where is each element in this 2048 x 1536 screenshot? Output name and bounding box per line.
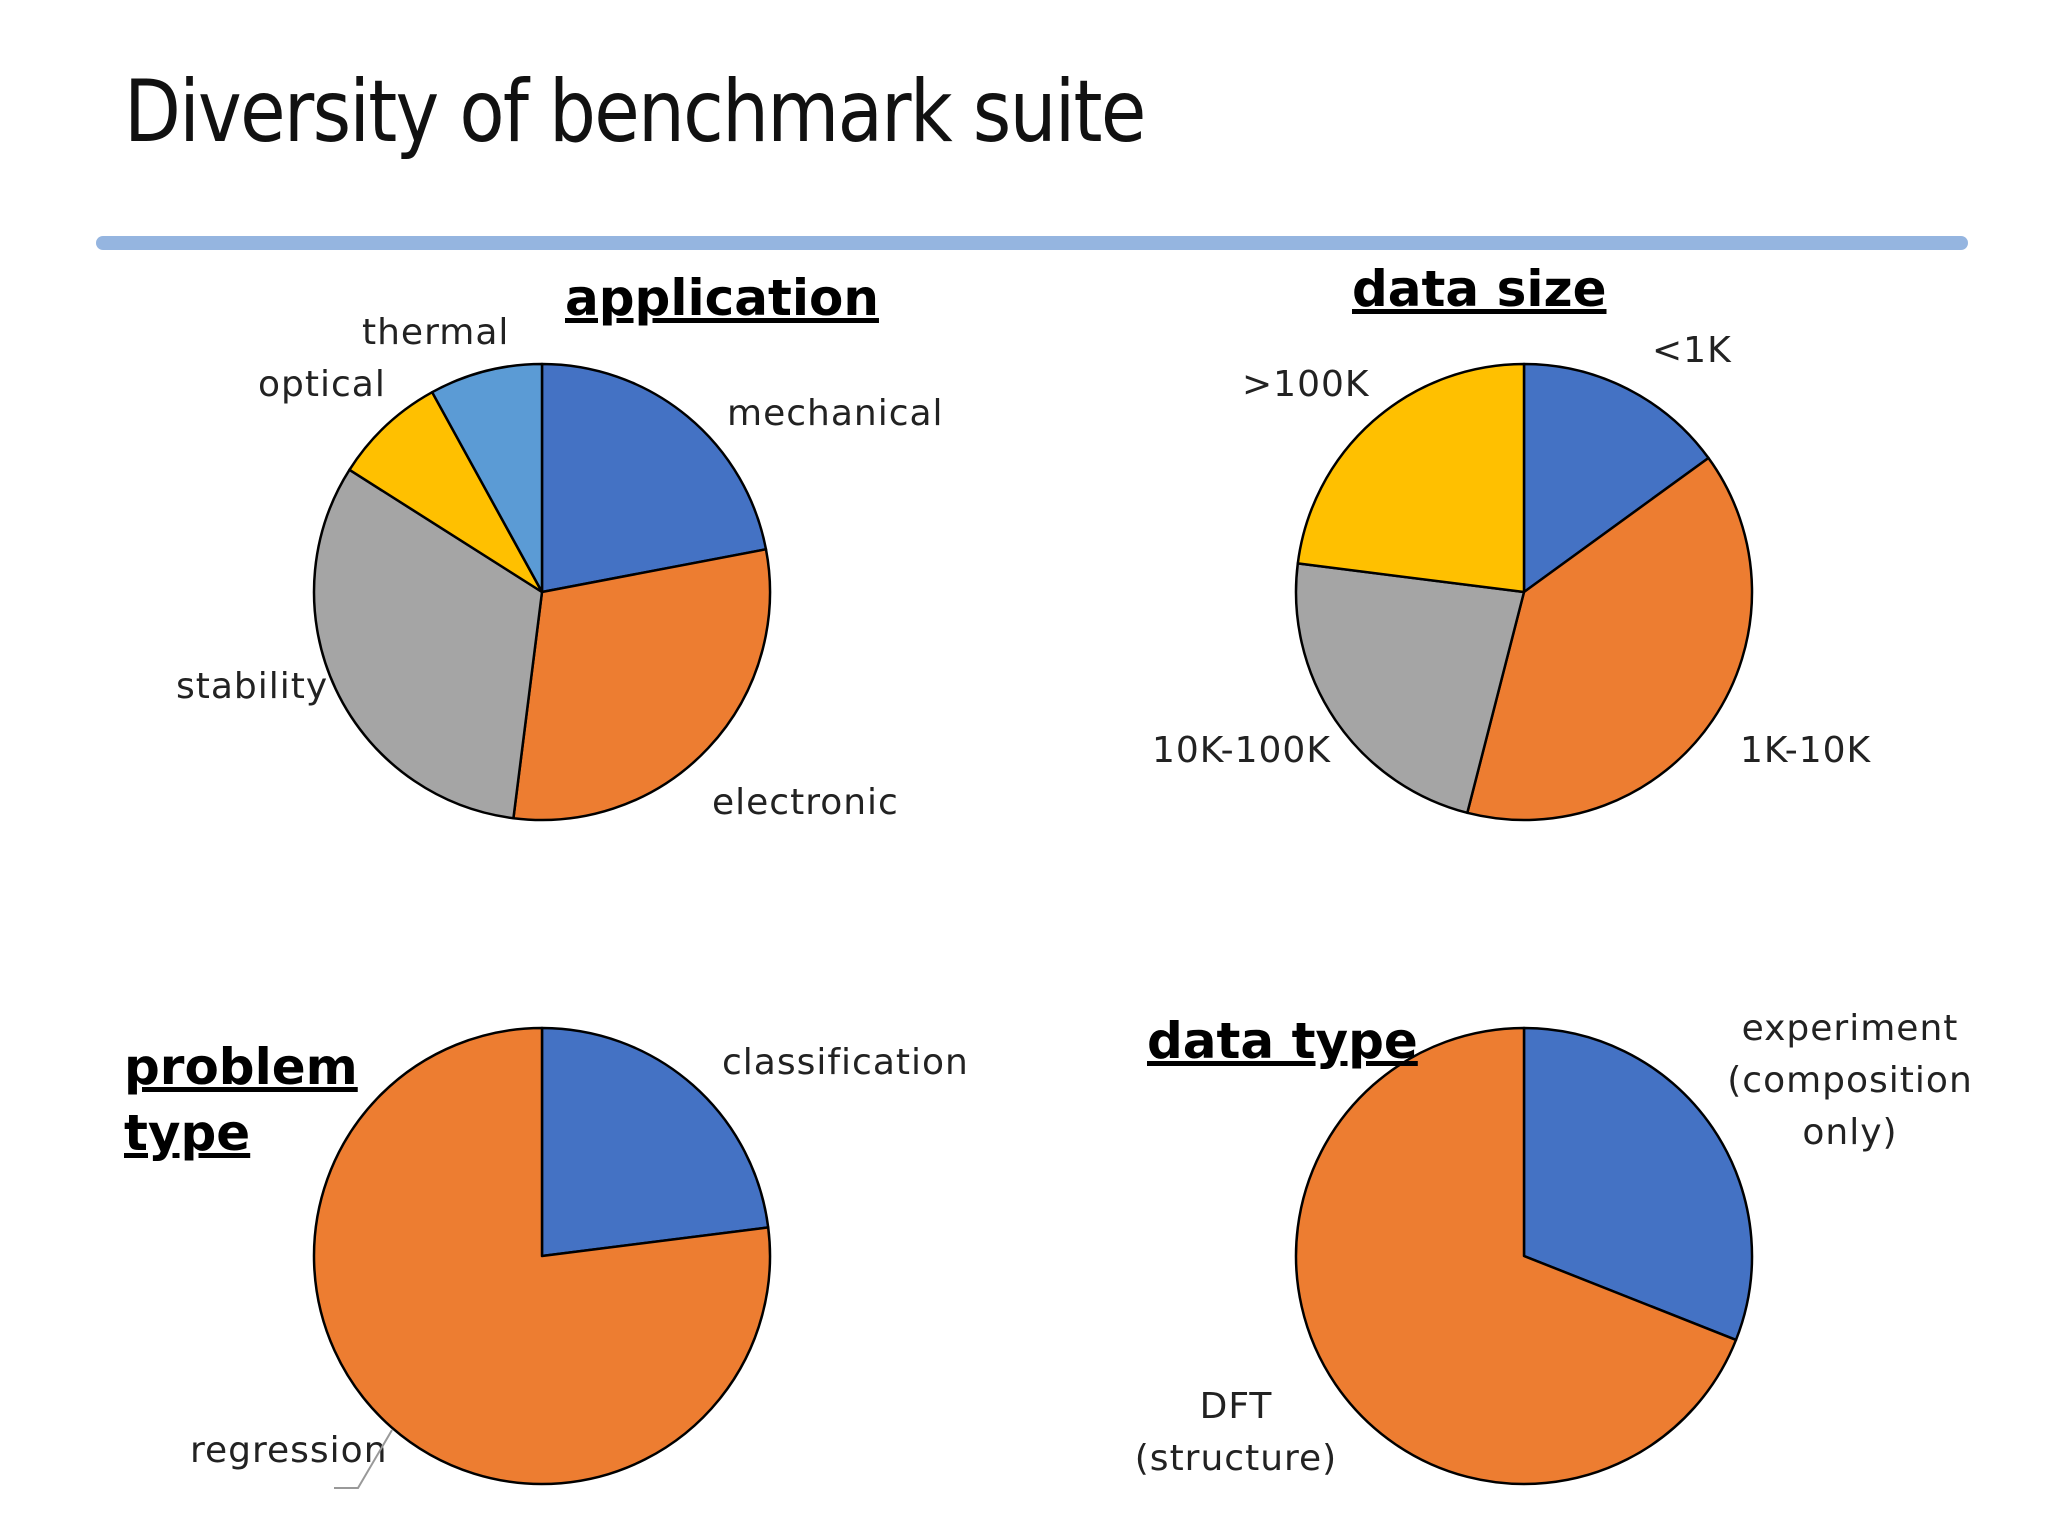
pie-chart-data-type	[1294, 1026, 1754, 1486]
pie-slice-electronic	[512, 548, 772, 822]
slice-label-regression: regression	[190, 1430, 388, 1471]
slice-label-only: only)	[1802, 1112, 1897, 1153]
slice-label-dft: DFT	[1200, 1386, 1273, 1427]
slice-label-lt-1k: <1K	[1652, 330, 1732, 371]
slide-title: Diversity of benchmark suite	[124, 62, 1146, 162]
pie-slice-mechanical	[540, 362, 768, 594]
pie-slice-thermal	[430, 362, 544, 594]
pie-chart-problem-type	[312, 1026, 772, 1486]
slice-label-classification: classification	[722, 1042, 969, 1083]
pie-slice-regression	[312, 1026, 772, 1486]
slice-label-10k-100k: 10K-100K	[1152, 730, 1331, 771]
slice-label-1k-10k: 1K-10K	[1740, 730, 1872, 771]
chart-title-application: application	[565, 269, 879, 327]
pie-slice-experiment	[1522, 1026, 1754, 1342]
pie-slice-1k-10k	[1466, 456, 1754, 822]
pie-slice-dft	[1294, 1026, 1738, 1486]
slice-label-composition: (composition	[1727, 1060, 1973, 1101]
chart-title-type: type	[124, 1104, 250, 1162]
pie-slice-classification	[540, 1026, 770, 1258]
pie-slice-10k-100k	[1294, 562, 1526, 815]
chart-title-problem: problem	[124, 1038, 358, 1096]
slice-label-structure: (structure)	[1135, 1438, 1337, 1479]
regression-leader-line	[334, 1429, 393, 1489]
pie-slice-1k	[1522, 362, 1710, 594]
slice-label-optical: optical	[258, 364, 386, 405]
chart-title-data-size: data size	[1352, 260, 1607, 318]
slice-label-electronic: electronic	[712, 782, 899, 823]
slice-label-thermal: thermal	[362, 312, 509, 353]
slice-label-stability: stability	[176, 666, 328, 707]
pie-chart-data-size	[1294, 362, 1754, 822]
slice-label-mechanical: mechanical	[727, 393, 944, 434]
title-divider	[96, 236, 1968, 250]
slice-label-gt-100k: >100K	[1242, 364, 1370, 405]
pie-chart-application	[312, 362, 772, 822]
chart-title-data-type: data type	[1147, 1012, 1418, 1070]
pie-slice-100k	[1296, 362, 1526, 594]
pie-slice-optical	[348, 390, 544, 594]
slice-label-experiment: experiment	[1742, 1008, 1959, 1049]
